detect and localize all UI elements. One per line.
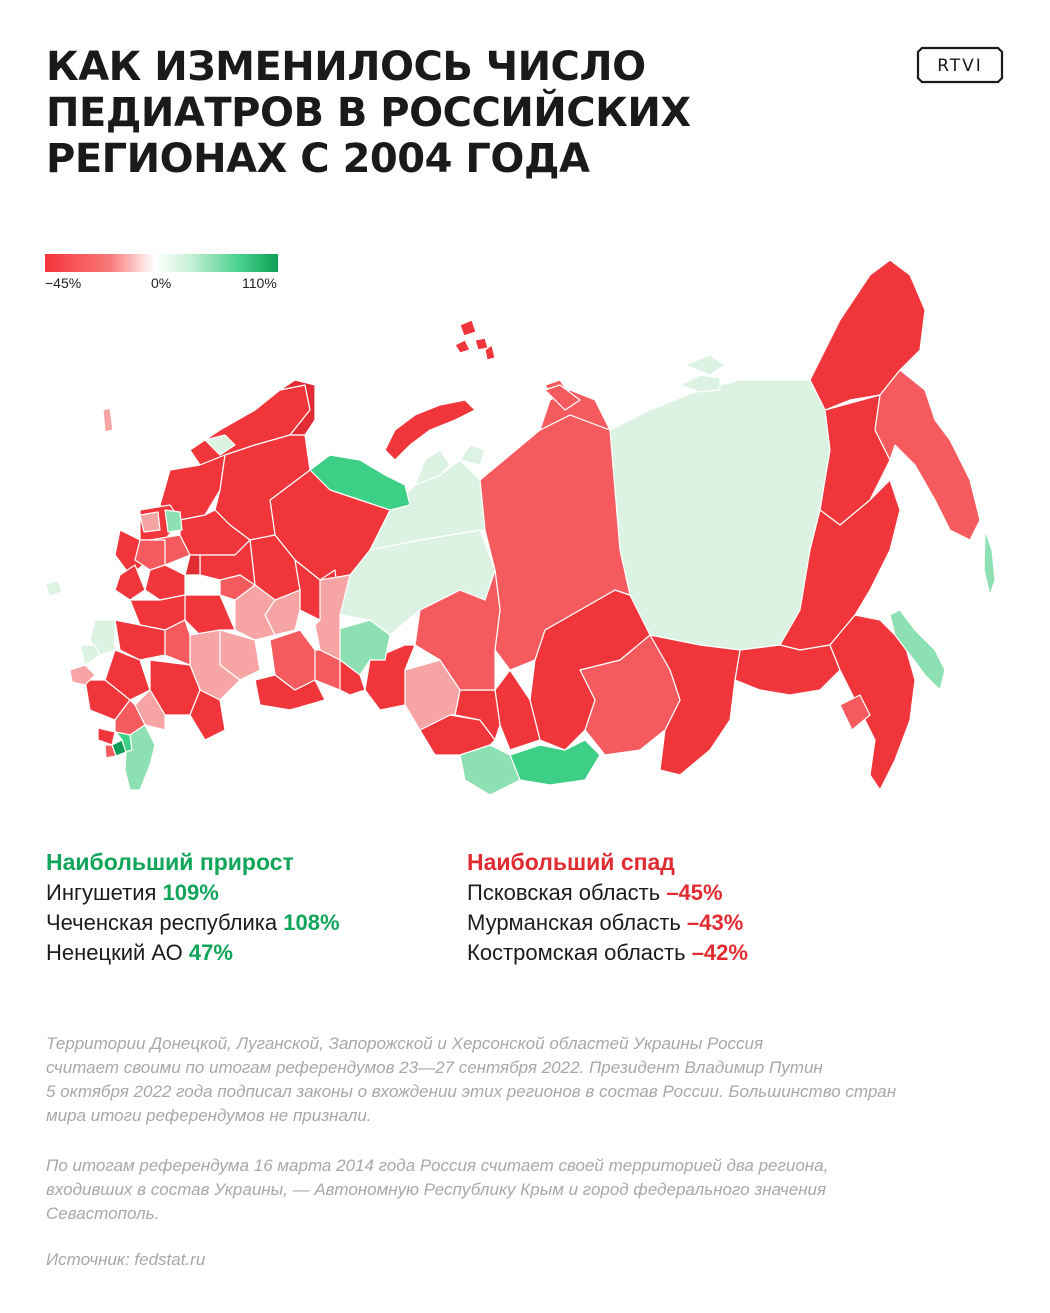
growth-region: Ненецкий АО	[46, 940, 183, 965]
region-nizhny	[199, 539, 256, 586]
region-lena-delta	[544, 384, 581, 411]
region-kamchatka	[874, 369, 981, 541]
region-altai-krai	[419, 714, 496, 756]
region-jewish-ao	[839, 694, 871, 731]
legend-max-label: 110%	[242, 275, 277, 291]
region-franz-josef	[454, 339, 471, 354]
region-tuva	[509, 739, 601, 786]
decline-item: Псковская область –45%	[467, 878, 987, 908]
region-omsk	[364, 644, 416, 711]
region-sakhalin	[889, 609, 946, 691]
title-line-2: ПЕДИАТРОВ В РОССИЙСКИХ	[46, 90, 691, 136]
note-annexation-2022: Территории Донецкой, Луганской, Запорожс…	[46, 1032, 996, 1128]
region-crimea	[69, 664, 96, 686]
region-yamal	[414, 449, 451, 486]
region-tambov	[164, 619, 191, 666]
logo-text: RTVI	[937, 56, 983, 76]
region-novaya-zemlya	[384, 399, 476, 461]
growth-stats: Наибольший прирост Ингушетия 109% Чеченс…	[46, 846, 446, 968]
region-kaliningrad	[44, 579, 63, 597]
note-crimea-2014: По итогам референдума 16 марта 2014 года…	[46, 1154, 996, 1226]
source-text: Источник: fedstat.ru	[46, 1250, 206, 1269]
region-gydan	[459, 444, 486, 466]
region-arkhangelsk	[214, 434, 311, 541]
source-note: Источник: fedstat.ru	[46, 1248, 996, 1272]
note-line: Севастополь.	[46, 1204, 160, 1223]
region-kuril	[983, 529, 996, 596]
region-moscow	[144, 564, 186, 601]
growth-value: 47%	[188, 940, 233, 965]
decline-value: –43%	[687, 910, 744, 935]
decline-stats: Наибольший спад Псковская область –45% М…	[467, 846, 987, 968]
region-kostroma	[184, 554, 201, 576]
region-kbr	[97, 727, 116, 746]
decline-value: –42%	[691, 940, 748, 965]
decline-region: Костромская область	[467, 940, 686, 965]
decline-region: Псковская область	[467, 880, 661, 905]
growth-item: Ингушетия 109%	[46, 878, 446, 908]
region-new-siberian-islands	[684, 354, 726, 376]
decline-region: Мурманская область	[467, 910, 681, 935]
growth-item: Ненецкий АО 47%	[46, 938, 446, 968]
region-amur	[734, 644, 841, 696]
region-sea-island	[102, 407, 114, 433]
growth-item: Чеченская республика 108%	[46, 908, 446, 938]
region-smolensk	[114, 564, 146, 601]
page-title: КАК ИЗМЕНИЛОСЬ ЧИСЛО ПЕДИАТРОВ В РОССИЙС…	[46, 44, 866, 182]
legend-min-label: −45%	[45, 275, 82, 291]
growth-value: 108%	[283, 910, 340, 935]
region-yaroslavl	[164, 509, 183, 533]
region-tatarstan	[234, 584, 276, 641]
note-line: Территории Донецкой, Луганской, Запорожс…	[46, 1034, 764, 1053]
region-rostov	[104, 649, 151, 701]
russia-map-svg	[44, 259, 996, 796]
region-yakutia	[609, 379, 831, 651]
region-dagestan	[124, 724, 156, 791]
legend-gradient-bar	[45, 254, 278, 272]
note-line: мира итоги референдумов не признали.	[46, 1106, 372, 1125]
region-islands-arctic	[484, 344, 496, 361]
region-franz-josef-2	[474, 337, 489, 351]
region-penza	[184, 594, 236, 636]
growth-heading: Наибольший прирост	[46, 849, 294, 875]
note-line: входивших в состав Украины, — Автономную…	[46, 1180, 827, 1199]
legend-mid-label: 0%	[151, 275, 172, 291]
note-line: считает своими по итогам референдумов 23…	[46, 1058, 823, 1077]
region-orenburg	[254, 674, 326, 711]
region-khabarovsk	[779, 479, 901, 651]
region-ivanovo	[139, 511, 161, 533]
region-wrangel	[459, 319, 477, 337]
region-north-ossetia	[104, 744, 117, 759]
growth-region: Ингушетия	[46, 880, 157, 905]
title-line-1: КАК ИЗМЕНИЛОСЬ ЧИСЛО	[46, 44, 646, 90]
decline-item: Костромская область –42%	[467, 938, 987, 968]
region-white-sea	[204, 434, 236, 456]
decline-value: –45%	[666, 880, 723, 905]
region-zaporozhye	[79, 644, 101, 666]
note-line: По итогам референдума 16 марта 2014 года…	[46, 1156, 829, 1175]
decline-heading: Наибольший спад	[467, 849, 675, 875]
region-chukotka	[809, 259, 926, 411]
note-line: 5 октября 2022 года подписал законы о вх…	[46, 1082, 897, 1101]
color-legend: −45% 0% 110%	[45, 254, 278, 294]
region-kurgan	[339, 659, 366, 696]
growth-value: 109%	[162, 880, 219, 905]
growth-region: Чеченская республика	[46, 910, 278, 935]
decline-item: Мурманская область –43%	[467, 908, 987, 938]
region-astrakhan	[189, 689, 226, 741]
region-yakutia-coast	[679, 374, 721, 393]
title-line-3: РЕГИОНАХ С 2004 ГОДА	[46, 136, 590, 182]
rtvi-logo: RTVI	[916, 46, 1004, 84]
choropleth-map	[40, 250, 1010, 810]
